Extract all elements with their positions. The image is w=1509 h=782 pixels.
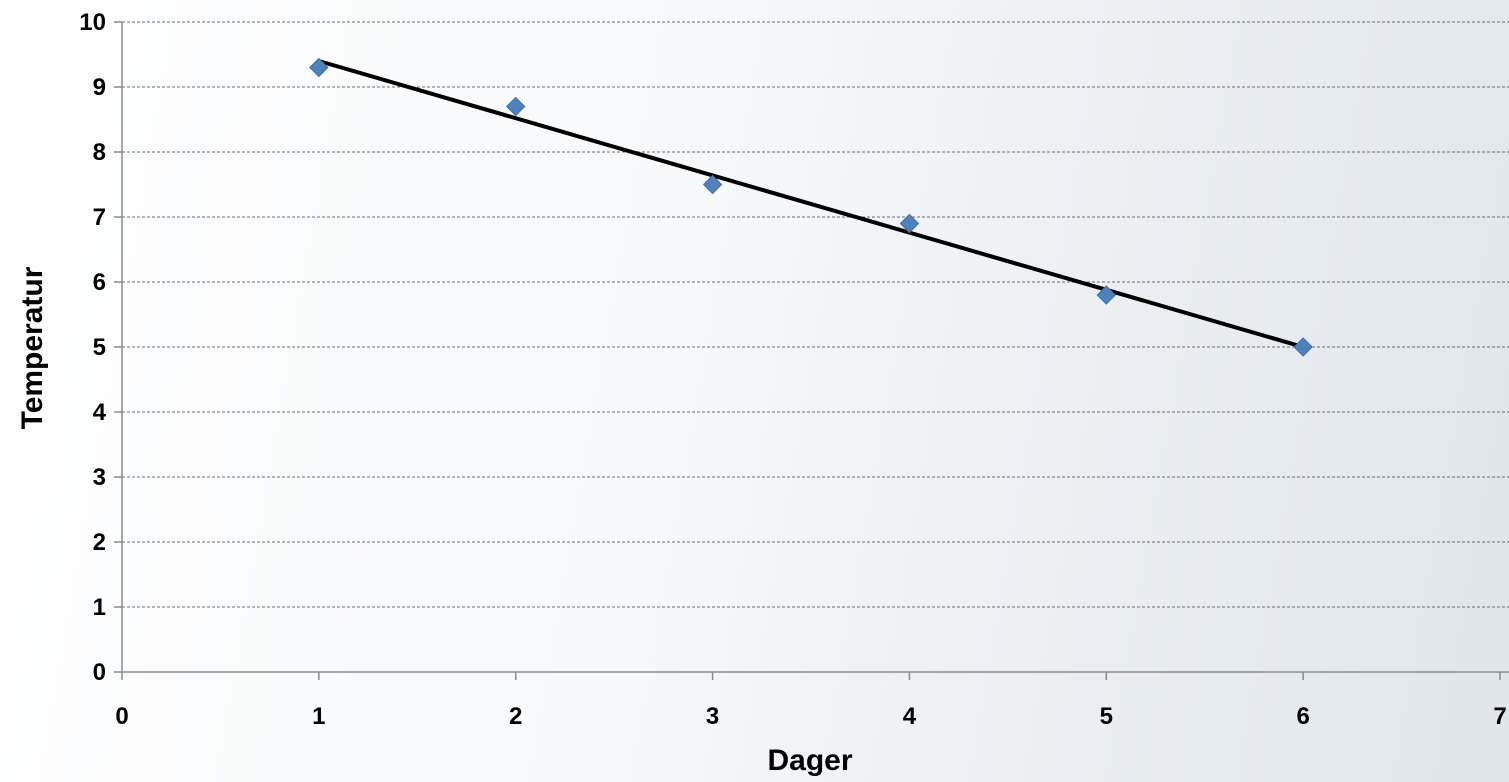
trendline-layer <box>316 59 1306 349</box>
data-point <box>702 174 723 195</box>
data-point <box>309 57 329 78</box>
y-tick-label: 2 <box>93 529 106 556</box>
x-tick-label: 7 <box>1493 703 1506 730</box>
data-point <box>1293 337 1313 357</box>
data-point <box>506 96 526 117</box>
data-points <box>309 57 1313 357</box>
x-tick-label: 6 <box>1296 703 1309 730</box>
y-tick-label: 1 <box>93 594 106 621</box>
y-tick-label: 9 <box>93 74 106 101</box>
y-tick-label: 5 <box>93 334 106 361</box>
data-point <box>1096 285 1116 305</box>
x-tick-label: 2 <box>509 703 522 730</box>
x-tick-label: 4 <box>903 703 917 730</box>
y-axis-title: Temperatur <box>16 266 49 429</box>
axes <box>114 21 1509 680</box>
trendline <box>316 59 1306 349</box>
x-tick-label: 3 <box>706 703 719 730</box>
y-tick-label: 8 <box>93 139 106 166</box>
x-tick-label: 5 <box>1100 703 1113 730</box>
y-tick-label: 3 <box>93 464 106 491</box>
y-tick-label: 7 <box>93 204 106 231</box>
y-tick-label: 4 <box>93 399 107 426</box>
x-tick-label: 1 <box>312 703 325 730</box>
x-axis-title: Dager <box>767 744 852 777</box>
data-point <box>899 213 920 234</box>
tick-labels: 0 1 2 3 4 5 6 7 8 9 10 0 1 2 3 4 5 6 7 <box>79 9 1506 730</box>
y-tick-label: 10 <box>79 9 106 36</box>
y-tick-label: 6 <box>93 269 106 296</box>
y-tick-label: 0 <box>93 659 106 686</box>
x-tick-label: 0 <box>115 703 128 730</box>
gridlines <box>122 21 1509 608</box>
